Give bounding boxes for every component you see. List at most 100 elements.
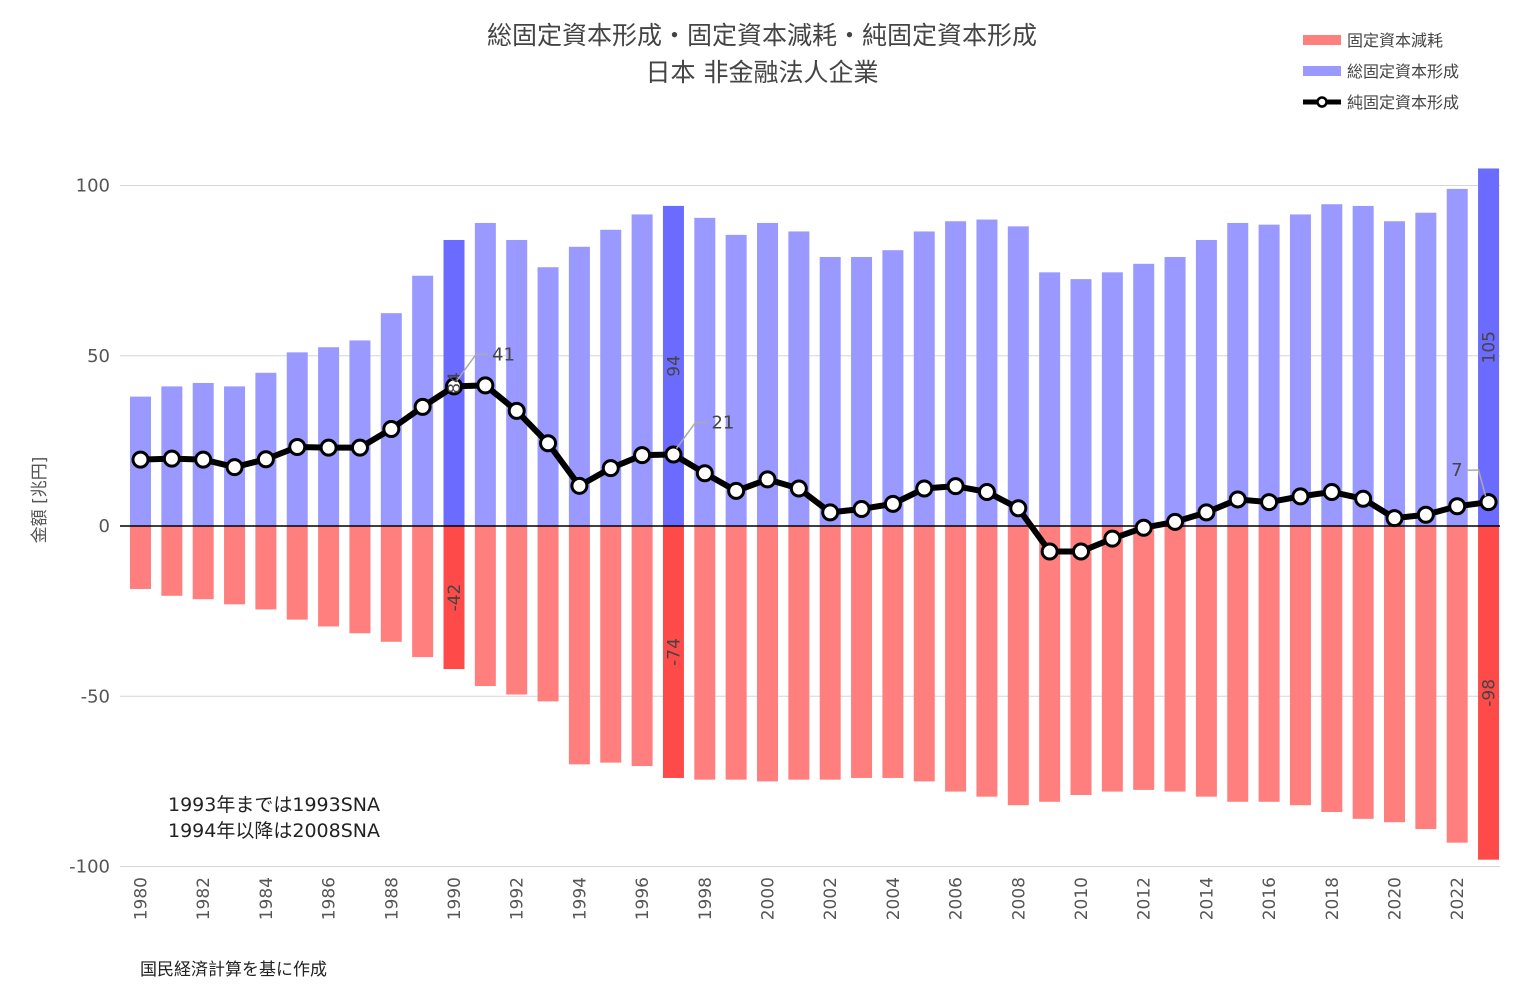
legend-label: 純固定資本形成 — [1347, 93, 1459, 112]
gross-bar-2020 — [1384, 221, 1405, 526]
label-leader — [456, 353, 488, 381]
net-point-1993 — [539, 434, 558, 453]
depreciation-bar-1989 — [412, 526, 434, 658]
data-label-2023-net: 7 — [1451, 460, 1462, 481]
depreciation-bar-1990 — [443, 526, 465, 670]
depreciation-bar-1986 — [318, 526, 340, 627]
gross-bar-1991 — [474, 222, 496, 526]
legend-label: 固定資本減耗 — [1347, 31, 1443, 50]
depreciation-bar-1999 — [725, 526, 747, 780]
y-tick-label: 0 — [99, 516, 110, 537]
depreciation-bar-1995 — [600, 526, 622, 763]
net-point-2016 — [1260, 493, 1279, 512]
label-leader — [675, 421, 708, 449]
net-point-1992 — [507, 401, 526, 420]
depreciation-bar-2011 — [1101, 526, 1123, 792]
x-tick-label: 2022 — [1448, 877, 1468, 920]
bars — [130, 168, 1500, 860]
x-tick-label: 1996 — [633, 877, 653, 920]
net-point-1988 — [382, 419, 401, 438]
net-point-2017 — [1291, 487, 1310, 506]
net-point-2012 — [1134, 518, 1153, 537]
x-tick-label: 2012 — [1135, 877, 1155, 920]
x-tick-label: 1998 — [696, 877, 716, 920]
data-label-1997-net: 21 — [711, 412, 734, 433]
y-tick-label: -50 — [81, 686, 110, 707]
y-axis-label: 金額 [兆円] — [30, 457, 50, 544]
depreciation-bar-1982 — [192, 526, 214, 600]
data-label-1990-gross: 84 — [445, 372, 465, 394]
gross-bar-2018 — [1321, 204, 1343, 527]
net-point-1980 — [131, 450, 150, 469]
data-label-1990-depreciation: -42 — [445, 584, 465, 612]
data-label-2023-gross: 105 — [1480, 331, 1500, 363]
net-point-2022 — [1448, 497, 1467, 516]
depreciation-bar-1987 — [349, 526, 371, 634]
gross-bar-2008 — [1007, 226, 1029, 527]
gross-bar-1998 — [694, 217, 716, 526]
gross-bar-1996 — [631, 214, 653, 526]
net-point-1989 — [413, 397, 432, 416]
net-point-2001 — [789, 479, 808, 498]
depreciation-bar-2007 — [976, 526, 998, 797]
depreciation-bar-2003 — [851, 526, 873, 778]
y-tick-label: -100 — [69, 857, 110, 878]
net-point-2000 — [758, 470, 777, 489]
annotation-line-2: 1994年以降は2008SNA — [168, 820, 380, 842]
gross-bar-2016 — [1258, 224, 1280, 526]
net-point-2014 — [1197, 503, 1216, 522]
net-point-2010 — [1072, 542, 1090, 561]
depreciation-bar-2009 — [1039, 526, 1061, 802]
depreciation-bar-2010 — [1070, 526, 1092, 795]
gross-bar-2002 — [819, 257, 841, 526]
gross-bar-2009 — [1039, 272, 1061, 526]
depreciation-bar-1993 — [537, 526, 559, 702]
depreciation-bar-2004 — [882, 526, 904, 778]
net-point-2013 — [1166, 512, 1185, 531]
depreciation-bar-2016 — [1258, 526, 1280, 802]
net-point-2002 — [821, 503, 840, 522]
net-point-2021 — [1416, 505, 1435, 524]
gross-bar-2003 — [851, 257, 873, 526]
x-tick-label: 2016 — [1260, 877, 1280, 920]
gross-bar-2014 — [1195, 239, 1217, 527]
x-tick-label: 1986 — [320, 877, 340, 920]
x-tick-label: 2010 — [1072, 877, 1092, 920]
data-label-1990-net: 41 — [492, 344, 515, 365]
depreciation-bar-2006 — [945, 526, 967, 792]
net-point-2006 — [946, 477, 965, 496]
net-point-1996 — [633, 446, 652, 465]
depreciation-bar-1996 — [631, 526, 653, 767]
x-tick-label: 2020 — [1386, 877, 1406, 920]
legend-swatch-gross — [1303, 66, 1341, 76]
depreciation-bar-2019 — [1352, 526, 1374, 819]
y-tick-label: 100 — [76, 176, 110, 197]
gross-bar-2001 — [788, 231, 810, 526]
depreciation-bar-2001 — [788, 526, 810, 780]
net-point-2020 — [1385, 509, 1404, 528]
net-point-1990 — [445, 377, 463, 396]
label-leader — [1466, 469, 1487, 497]
net-point-2009 — [1040, 542, 1059, 561]
legend-marker-net — [1316, 96, 1328, 108]
net-point-1991 — [476, 376, 495, 395]
y-axis-ticks: 100 50 0 -50 -100 — [69, 176, 110, 878]
depreciation-bar-1981 — [161, 526, 183, 596]
net-point-2007 — [977, 482, 996, 501]
gross-bar-2005 — [913, 231, 935, 526]
x-axis-ticks: 1980 1982 1984 1986 1988 1990 1992 1994 1996 1998… — [132, 877, 1469, 920]
depreciation-bar-2022 — [1446, 526, 1468, 843]
x-tick-label: 1984 — [257, 877, 277, 920]
net-point-2004 — [883, 494, 902, 513]
depreciation-bar-1980 — [130, 526, 151, 589]
net-point-1999 — [727, 481, 746, 500]
depreciation-bar-2020 — [1384, 526, 1405, 823]
gross-bar-1983 — [224, 386, 246, 526]
depreciation-bar-1988 — [380, 526, 402, 642]
gross-bar-2023 — [1478, 168, 1500, 526]
net-point-1994 — [570, 476, 589, 495]
depreciation-bar-1992 — [506, 526, 528, 695]
net-point-1985 — [288, 438, 307, 457]
